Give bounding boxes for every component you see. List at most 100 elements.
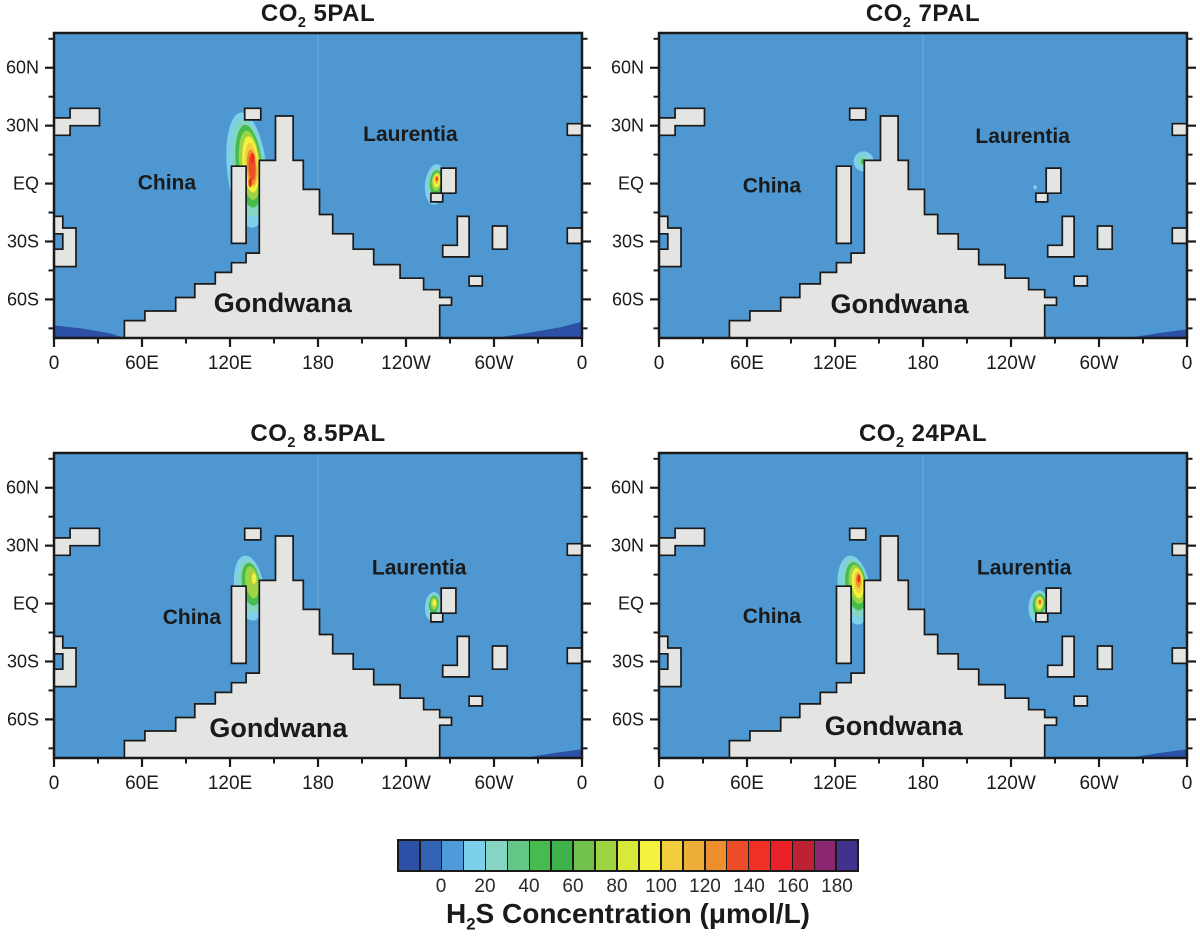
map-label-laurentia: Laurentia xyxy=(363,123,458,146)
x-tick-label: 60W xyxy=(1079,353,1118,374)
colorbar-segment-12 xyxy=(661,840,682,871)
laurentia-hotspot xyxy=(1033,185,1037,190)
y-tick-label: 60S xyxy=(7,709,39,729)
title-level: 24PAL xyxy=(911,420,988,447)
land-edge-island-southeast xyxy=(566,227,583,245)
y-tick-label: 60N xyxy=(611,478,644,498)
title-subscript: 2 xyxy=(287,434,296,451)
colorbar-tick-label: 20 xyxy=(474,876,496,897)
colorbar-segment-6 xyxy=(530,840,551,871)
contour-layer xyxy=(244,566,260,599)
map-frame xyxy=(52,31,584,340)
land-northwest-islands xyxy=(658,107,706,137)
title-level: 7PAL xyxy=(918,0,981,27)
title-prefix: CO xyxy=(865,0,903,27)
colorbar-tick-label: 120 xyxy=(689,876,721,897)
land-china-strip xyxy=(230,165,247,245)
x-tick-label: 0 xyxy=(49,353,60,374)
colorbar-tick-label: 100 xyxy=(645,876,677,897)
title-prefix: CO xyxy=(250,420,288,447)
colorbar-segment-8 xyxy=(573,840,595,871)
map-label-laurentia: Laurentia xyxy=(372,557,467,580)
land-east-island-group xyxy=(441,215,470,258)
x-tick-label: 60E xyxy=(125,353,159,374)
title-level: 8.5PAL xyxy=(303,420,386,447)
map-label-laurentia: Laurentia xyxy=(975,125,1070,148)
map-panel-co2-8-5pal: China Laurentia Gondwana 0 60E 120E 180 120W 60W… xyxy=(6,451,591,794)
colorbar-tick-labels: 0 20 40 60 80 100 120 140 160 180 xyxy=(397,876,859,898)
land-laurentia-blocks xyxy=(1035,167,1062,203)
land-china-strip xyxy=(835,165,852,245)
x-tick-label: 120W xyxy=(381,773,431,794)
land-east-small-island xyxy=(1073,275,1089,287)
map-frame xyxy=(52,451,584,760)
x-tick-label: 0 xyxy=(577,773,588,794)
colorbar-segment-5 xyxy=(508,840,529,871)
x-tick-label: 180 xyxy=(907,773,939,794)
y-tick-label: 30S xyxy=(612,652,644,672)
map-label-gondwana: Gondwana xyxy=(214,288,353,318)
y-tick-label: 60S xyxy=(612,289,644,309)
colorbar-segment-4 xyxy=(486,840,507,871)
x-tick-label: 120W xyxy=(381,353,431,374)
y-tick-label: 60N xyxy=(6,478,39,498)
land-edge-island-northeast xyxy=(566,542,583,557)
land-edge-island-northeast xyxy=(1171,542,1188,557)
land-east-island-group xyxy=(441,635,470,678)
land-edge-island-southeast xyxy=(1171,227,1188,245)
colorbar-tick-label: 160 xyxy=(777,876,809,897)
land-china-strip xyxy=(835,585,852,665)
contour-layer xyxy=(251,573,257,584)
x-tick-label: 120E xyxy=(208,353,252,374)
contour-layer xyxy=(248,178,252,188)
h2s-colorbar xyxy=(397,839,859,872)
map-panel-co2-24pal: China Laurentia Gondwana 0 60E 120E 180 120W 60W… xyxy=(611,451,1196,794)
land-china-strip xyxy=(230,585,247,665)
colorbar-segment-0 xyxy=(398,840,419,871)
colorbar-segment-13 xyxy=(683,840,704,871)
map-panel-co2-7pal: China Laurentia Gondwana 0 60E 120E 180 120W 60W… xyxy=(611,31,1196,374)
title-level: 5PAL xyxy=(313,0,376,27)
colorbar-segment-7 xyxy=(552,840,573,871)
land-northwest-islands xyxy=(658,527,706,557)
y-tick-label: 30N xyxy=(611,536,644,556)
land-east-mid-island xyxy=(1096,225,1114,251)
colorbar-tick-label: 40 xyxy=(518,876,540,897)
deep-water-southeast xyxy=(494,321,582,338)
colorbar-segment-15 xyxy=(727,840,748,871)
colorbar-segment-9 xyxy=(595,840,617,871)
y-tick-label: 60N xyxy=(611,58,644,78)
land-gondwana-mainland xyxy=(123,535,453,759)
land-east-mid-island xyxy=(1096,645,1114,671)
y-tick-label: EQ xyxy=(618,594,644,614)
contour-layer xyxy=(250,152,255,165)
deep-water-southeast xyxy=(523,749,582,758)
land-laurentia-blocks xyxy=(430,587,457,623)
x-tick-label: 60W xyxy=(474,773,513,794)
land-edge-island-southeast xyxy=(566,647,583,665)
x-tick-label: 0 xyxy=(577,353,588,374)
colorbar-segment-17 xyxy=(771,840,792,871)
land-china-north-island xyxy=(243,107,262,121)
x-tick-label: 180 xyxy=(302,353,334,374)
map-label-china: China xyxy=(743,174,802,197)
land-edge-island-southeast xyxy=(1171,647,1188,665)
colorbar-segment-18 xyxy=(793,840,814,871)
map-panels-canvas: China Laurentia Gondwana 0 60E 120E 180 120W 60W… xyxy=(6,31,1196,794)
y-tick-label: EQ xyxy=(618,174,644,194)
title-subscript: 2 xyxy=(297,14,307,31)
land-east-island-group xyxy=(1046,635,1075,678)
map-label-gondwana: Gondwana xyxy=(830,289,969,319)
land-edge-island-northeast xyxy=(566,122,583,137)
colorbar-tick-label: 180 xyxy=(821,876,853,897)
land-china-north-island xyxy=(848,107,867,121)
y-tick-label: 60S xyxy=(612,709,644,729)
colorbar-caption: H2S Concentration (μmol/L) xyxy=(300,898,956,935)
contour-layer xyxy=(857,574,861,583)
land-gondwana-mainland xyxy=(728,535,1058,759)
map-label-china: China xyxy=(743,605,802,628)
x-tick-label: 0 xyxy=(49,773,60,794)
x-tick-label: 120E xyxy=(813,353,857,374)
land-laurentia-blocks xyxy=(1035,587,1062,623)
deep-water-southeast xyxy=(1128,329,1187,338)
